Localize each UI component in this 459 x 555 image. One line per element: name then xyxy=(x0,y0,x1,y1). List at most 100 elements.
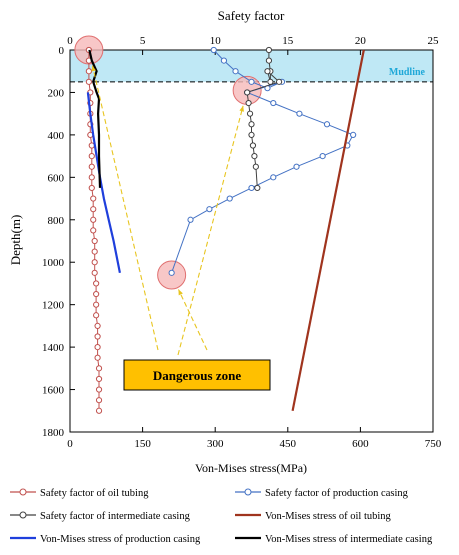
legend-swatch-marker xyxy=(244,488,252,496)
legend-label: Von-Mises stress of oil tubing xyxy=(265,511,392,522)
data-point xyxy=(249,142,257,149)
data-point xyxy=(93,301,100,308)
data-point xyxy=(91,248,98,255)
data-point xyxy=(350,131,357,138)
y-tick-label: 1400 xyxy=(42,342,65,354)
mudline-label: Mudline xyxy=(389,67,426,78)
data-point xyxy=(88,184,95,192)
data-point xyxy=(293,163,300,170)
data-point xyxy=(95,365,103,372)
data-point xyxy=(93,280,100,287)
data-point xyxy=(168,269,175,276)
top-tick-label: 5 xyxy=(140,35,146,47)
chart-title: Safety factor xyxy=(218,8,285,23)
data-point xyxy=(265,46,273,54)
data-point xyxy=(244,89,251,96)
y-tick-label: 400 xyxy=(48,130,65,142)
legend-swatch-marker xyxy=(19,511,27,519)
data-point xyxy=(91,237,98,245)
data-point xyxy=(246,110,254,117)
danger-arrow-head xyxy=(178,289,183,296)
series-4 xyxy=(86,92,121,274)
data-point xyxy=(265,57,273,64)
bottom-tick-label: 450 xyxy=(280,438,297,450)
data-point xyxy=(251,153,258,160)
data-point xyxy=(232,68,239,75)
data-point xyxy=(267,78,274,85)
legend-item: Safety factor of intermediate casing xyxy=(10,511,191,522)
data-point xyxy=(270,99,277,107)
data-point xyxy=(248,131,255,138)
data-point xyxy=(88,163,95,170)
data-point xyxy=(275,78,283,85)
data-point xyxy=(95,375,103,383)
series-line xyxy=(88,49,102,188)
data-point xyxy=(95,386,103,393)
danger-arrow-head xyxy=(239,105,244,112)
legend-label: Safety factor of intermediate casing xyxy=(40,511,191,522)
data-point xyxy=(90,216,97,223)
data-point xyxy=(91,259,98,266)
data-point xyxy=(220,57,228,64)
series-2 xyxy=(244,46,283,192)
legend-item: Von-Mises stress of intermediate casing xyxy=(235,534,433,545)
data-point xyxy=(206,206,213,213)
data-point xyxy=(85,68,92,75)
data-point xyxy=(226,195,233,202)
top-tick-label: 25 xyxy=(428,35,440,47)
data-point xyxy=(93,312,100,319)
series-line xyxy=(86,92,121,274)
series-0 xyxy=(85,46,103,414)
data-point xyxy=(254,184,261,192)
legend-label: Safety factor of production casing xyxy=(265,488,409,499)
y-tick-label: 600 xyxy=(48,172,65,184)
top-tick-label: 20 xyxy=(355,35,367,47)
data-point xyxy=(95,407,103,414)
data-point xyxy=(264,68,271,75)
series-3 xyxy=(291,49,365,412)
data-point xyxy=(252,163,259,170)
data-point xyxy=(319,153,326,160)
data-point xyxy=(90,195,97,202)
danger-arrow xyxy=(91,65,159,351)
legend-label: Von-Mises stress of intermediate casing xyxy=(265,534,433,545)
danger-arrow xyxy=(177,105,244,356)
bottom-tick-label: 600 xyxy=(352,438,369,450)
x-axis-label: Von-Mises stress(MPa) xyxy=(195,461,307,475)
data-point xyxy=(90,227,97,234)
y-tick-label: 1800 xyxy=(42,427,65,439)
top-tick-label: 0 xyxy=(67,35,73,47)
legend-item: Von-Mises stress of oil tubing xyxy=(235,511,392,522)
legend-item: Von-Mises stress of production casing xyxy=(10,534,201,545)
data-point xyxy=(245,99,252,107)
bottom-tick-label: 150 xyxy=(134,438,151,450)
legend-item: Safety factor of oil tubing xyxy=(10,488,149,499)
series-5 xyxy=(88,49,102,188)
danger-arrow xyxy=(177,289,208,351)
data-point xyxy=(248,78,255,85)
legend-label: Von-Mises stress of production casing xyxy=(40,534,201,545)
data-point xyxy=(187,216,194,223)
data-point xyxy=(90,206,97,213)
data-point xyxy=(85,78,92,85)
danger-zone-box xyxy=(123,359,271,391)
plot-frame xyxy=(69,49,434,433)
danger-arrow-head xyxy=(91,65,96,72)
y-tick-label: 0 xyxy=(59,45,65,57)
data-point xyxy=(88,174,95,181)
bottom-tick-label: 750 xyxy=(425,438,442,450)
data-point xyxy=(270,174,277,181)
y-tick-label: 1000 xyxy=(42,257,65,269)
data-point xyxy=(93,290,100,298)
y-tick-label: 200 xyxy=(48,87,65,99)
data-point xyxy=(95,397,103,404)
top-tick-label: 15 xyxy=(282,35,294,47)
data-point xyxy=(91,269,98,276)
data-point xyxy=(94,344,101,351)
top-tick-label: 10 xyxy=(210,35,222,47)
data-point xyxy=(94,354,101,361)
y-tick-label: 1200 xyxy=(42,300,65,312)
data-point xyxy=(296,110,303,117)
